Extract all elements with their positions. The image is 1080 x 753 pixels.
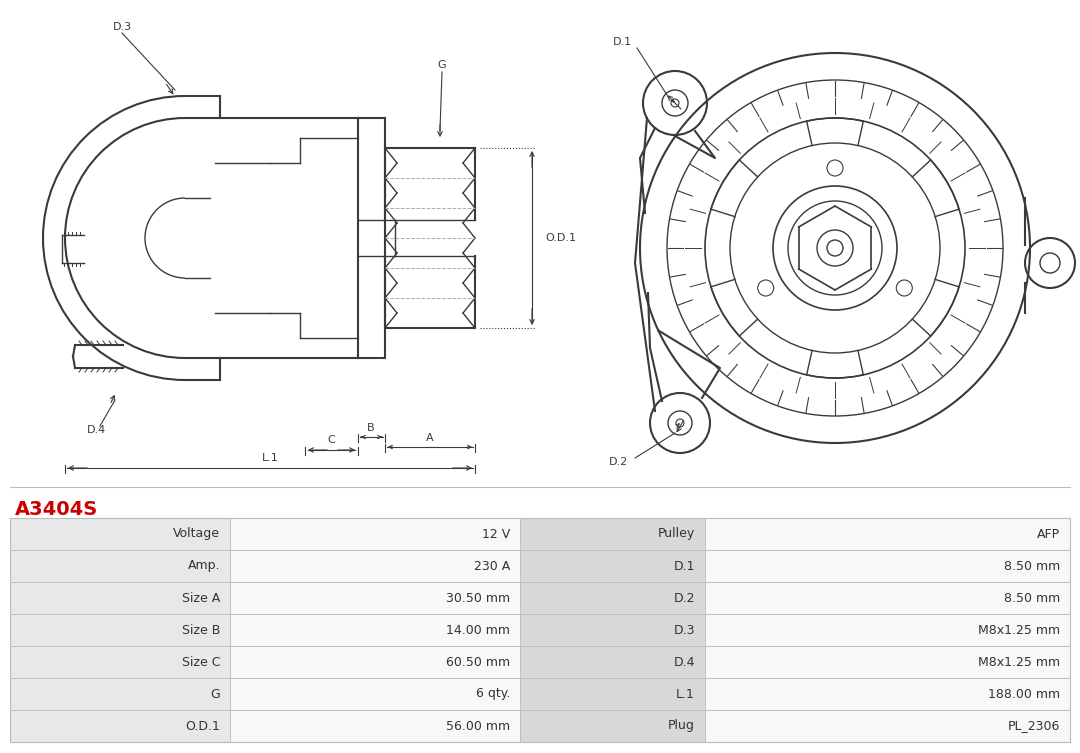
Text: D.1: D.1 [674,559,696,572]
Text: Pulley: Pulley [658,528,696,541]
Text: Size A: Size A [181,592,220,605]
Text: 60.50 mm: 60.50 mm [446,656,510,669]
Bar [230,678,519,710]
Bar [10,518,230,550]
Text: B: B [367,423,375,433]
Bar [10,710,230,742]
Text: 230 A: 230 A [474,559,510,572]
Text: 8.50 mm: 8.50 mm [1003,592,1059,605]
Text: C: C [327,435,336,445]
Text: G: G [211,687,220,700]
Text: L.1: L.1 [261,453,279,463]
Bar [705,710,1070,742]
Bar [230,582,519,614]
Text: G: G [437,60,446,70]
Bar [10,550,230,582]
Bar [519,550,705,582]
Text: PL_2306: PL_2306 [1008,720,1059,733]
Bar [705,678,1070,710]
Text: AFP: AFP [1037,528,1059,541]
Text: D.4: D.4 [87,425,107,435]
Bar [705,582,1070,614]
Text: D.2: D.2 [608,457,627,467]
Bar [519,614,705,646]
Text: M8x1.25 mm: M8x1.25 mm [977,656,1059,669]
Text: 30.50 mm: 30.50 mm [446,592,510,605]
Text: Plug: Plug [669,720,696,733]
Text: D.1: D.1 [612,37,632,47]
Bar [230,710,519,742]
Bar [519,678,705,710]
Bar [519,646,705,678]
Text: 188.00 mm: 188.00 mm [988,687,1059,700]
Bar [519,518,705,550]
Bar [230,614,519,646]
Bar [705,646,1070,678]
Bar [10,614,230,646]
Text: O.D.1: O.D.1 [545,233,576,243]
Text: Size C: Size C [181,656,220,669]
Text: 6 qty.: 6 qty. [475,687,510,700]
Text: Size B: Size B [181,623,220,636]
Text: D.3: D.3 [112,22,132,32]
Text: L.1: L.1 [676,687,696,700]
Bar [10,582,230,614]
Bar [705,518,1070,550]
Text: 8.50 mm: 8.50 mm [1003,559,1059,572]
Bar [519,582,705,614]
Text: A: A [427,433,434,443]
Text: 56.00 mm: 56.00 mm [446,720,510,733]
Text: A3404S: A3404S [15,500,98,519]
Bar [705,614,1070,646]
Text: 14.00 mm: 14.00 mm [446,623,510,636]
Text: Voltage: Voltage [173,528,220,541]
Bar [10,646,230,678]
Bar [519,710,705,742]
Text: O.D.1: O.D.1 [185,720,220,733]
Bar [230,550,519,582]
Text: Amp.: Amp. [188,559,220,572]
Text: D.2: D.2 [674,592,696,605]
Text: D.3: D.3 [674,623,696,636]
Text: M8x1.25 mm: M8x1.25 mm [977,623,1059,636]
Bar [705,550,1070,582]
Bar [230,646,519,678]
Text: 12 V: 12 V [482,528,510,541]
Bar [230,518,519,550]
Bar [10,678,230,710]
Text: D.4: D.4 [674,656,696,669]
Bar [10,518,1070,742]
